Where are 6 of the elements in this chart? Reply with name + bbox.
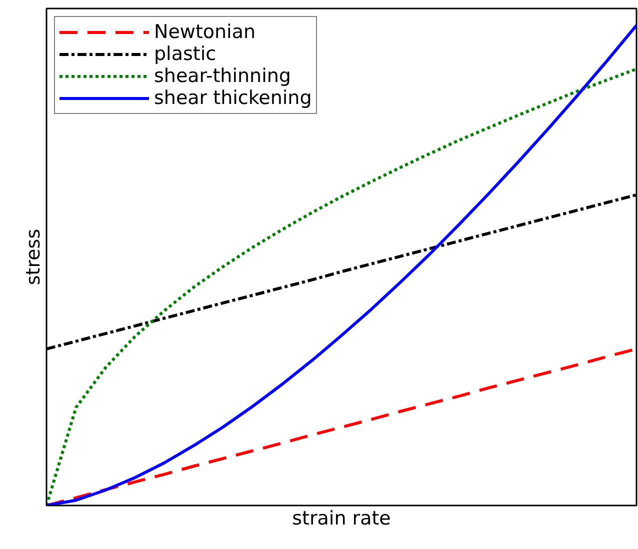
legend-label: shear thickening xyxy=(154,87,312,109)
legend-label: shear-thinning xyxy=(154,65,291,87)
legend-label: plastic xyxy=(154,43,216,65)
legend-label: Newtonian xyxy=(154,21,256,43)
x-axis-title: strain rate xyxy=(292,508,391,530)
y-axis-title: stress xyxy=(22,228,44,286)
